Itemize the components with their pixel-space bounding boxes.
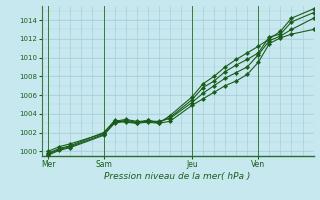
X-axis label: Pression niveau de la mer( hPa ): Pression niveau de la mer( hPa ): [104, 172, 251, 181]
